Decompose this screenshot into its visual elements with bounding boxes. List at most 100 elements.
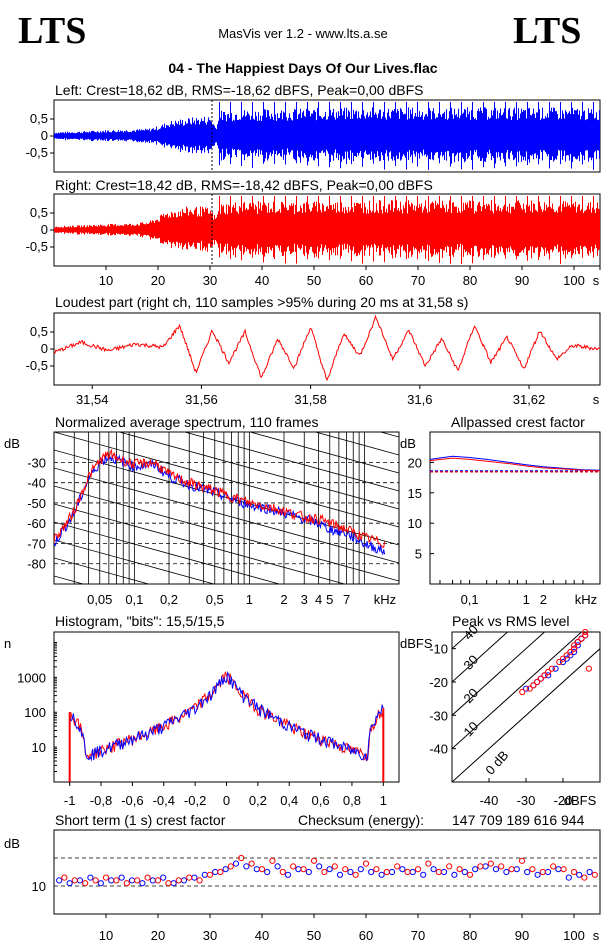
- peak-rms-point-left: [559, 658, 567, 666]
- short-term-point-left: [544, 868, 552, 876]
- peak-rms-point-right: [585, 665, 593, 672]
- short-term-point-right: [258, 866, 266, 873]
- loudest-frame: [53, 312, 601, 386]
- right-wave-title: Right: Crest=18,42 dB, RMS=-18,42 dBFS, …: [55, 177, 433, 193]
- short-term-point-right: [238, 854, 245, 862]
- short-term-point-right: [134, 877, 141, 884]
- short-term-xtick-label: 20: [151, 928, 165, 943]
- short-term-point-left: [565, 874, 572, 881]
- allpass-ytick-label: 20: [408, 455, 422, 470]
- short-term-point-left: [108, 877, 115, 884]
- right_wave-xtick-label: 100: [563, 273, 585, 288]
- short-term-point-left: [76, 877, 84, 884]
- short-term-point-left: [97, 880, 104, 887]
- short-term-point-left: [482, 863, 489, 870]
- allpass-frame: [429, 431, 601, 585]
- right_wave-ytick-label: 0,5: [30, 205, 48, 220]
- short-term-point-right: [227, 863, 234, 870]
- loudest-xtick-label: 31,54: [76, 392, 109, 407]
- spectrum-ytick-label: -60: [27, 516, 46, 531]
- allpass-xtick-label: 2: [540, 592, 547, 607]
- allpass-ytick-label: 5: [415, 547, 422, 562]
- spectrum-slope-line: [117, 432, 399, 510]
- checksum-value: 147 709 189 616 944: [452, 812, 585, 828]
- short-term-point-right: [310, 857, 318, 864]
- short-term-point-left: [336, 871, 344, 878]
- loudest-title: Loudest part (right ch, 110 samples >95%…: [55, 294, 469, 310]
- short-term-point-right: [570, 868, 578, 876]
- spectrum-slope-line: [379, 432, 399, 438]
- short-term-point-left: [128, 877, 136, 884]
- right_wave-xtick-label: 60: [359, 273, 373, 288]
- spectrum-ytick-label: -30: [27, 455, 46, 470]
- short-term-point-left: [274, 863, 281, 870]
- short-term-point-left: [555, 866, 562, 873]
- histogram-xtick-label: -0,8: [90, 793, 112, 808]
- left-wave-title: Left: Crest=18,62 dB, RMS=-18,62 dBFS, P…: [55, 82, 424, 98]
- short-term-point-right: [206, 871, 214, 878]
- short-term-point-left: [430, 866, 437, 873]
- allpass-series-right: [429, 457, 601, 472]
- right_wave-xtick-label: 80: [463, 273, 477, 288]
- histogram-xtick-label: 0,6: [312, 793, 330, 808]
- spectrum-slope-line: [54, 503, 347, 584]
- short-term-point-right: [539, 868, 546, 876]
- short-term-point-right: [175, 877, 182, 884]
- short-term-point-right: [290, 863, 297, 870]
- spectrum-slope-line: [54, 521, 281, 584]
- histogram-xtick-label: -0,2: [184, 793, 206, 808]
- short-term-point-left: [524, 868, 531, 876]
- short-term-xtick-label: 40: [255, 928, 269, 943]
- short-term-point-left: [295, 866, 302, 873]
- short-term-point-left: [534, 871, 541, 878]
- spectrum-slope-line: [54, 539, 216, 584]
- peak-rms-point-right: [563, 652, 570, 659]
- short-term-point-left: [440, 868, 448, 876]
- logo-right: LTS: [513, 10, 582, 52]
- peak-rms-point-right: [548, 665, 556, 672]
- short-term-point-left: [513, 866, 520, 873]
- peak-rms-point-left: [571, 648, 578, 656]
- spectrum-ylabel: dB: [4, 436, 20, 451]
- short-term-point-left: [461, 868, 468, 876]
- short-term-point-right: [217, 868, 224, 876]
- histogram-xtick-label: 0: [223, 793, 230, 808]
- short-term-ylabel: dB: [4, 836, 20, 851]
- peak-rms-point-right: [530, 682, 537, 689]
- short-term-point-left: [243, 863, 250, 870]
- peak-rms-point-right: [574, 638, 581, 646]
- short-term-point-right: [404, 868, 411, 876]
- short-term-point-left: [222, 866, 229, 873]
- short-term-point-left: [316, 863, 323, 870]
- short-term-point-left: [284, 871, 292, 878]
- loudest-signal: [53, 314, 601, 382]
- short-term-xtick-label: s: [593, 928, 600, 943]
- spectrum-ytick-label: -40: [27, 476, 46, 491]
- right_wave-signal: [54, 196, 600, 264]
- short-term-xtick-label: 50: [307, 928, 321, 943]
- peak-rms-crest-label: 0 dB: [482, 748, 511, 778]
- peak-rms-ytick-label: -10: [429, 642, 448, 657]
- allpass-xtick-label: 0,1: [461, 592, 479, 607]
- peak-rms-xtick-label: dBFS: [564, 793, 597, 808]
- left_wave-ytick-label: 0,5: [30, 111, 48, 126]
- short-term-point-right: [123, 880, 130, 887]
- short-term-point-right: [113, 877, 120, 884]
- right_wave-xtick-label: s: [593, 273, 600, 288]
- spectrum-slope-line: [54, 557, 150, 584]
- short-term-point-right: [165, 880, 172, 887]
- short-term-point-left: [232, 860, 240, 867]
- short-term-xtick-label: 70: [411, 928, 425, 943]
- short-term-point-right: [342, 866, 349, 873]
- peak-rms-title: Peak vs RMS level: [452, 613, 570, 629]
- short-term-point-right: [591, 871, 598, 878]
- loudest-xtick-label: 31,58: [294, 392, 327, 407]
- checksum-label: Checksum (energy):: [298, 812, 425, 828]
- allpass-title: Allpassed crest factor: [451, 414, 585, 430]
- histogram-title: Histogram, "bits": 15,5/15,5: [55, 613, 225, 629]
- spectrum-slope-line: [54, 467, 399, 564]
- short-term-point-left: [149, 877, 156, 884]
- peak-rms-crest-label: 40: [460, 622, 481, 643]
- peak-rms-point-right: [559, 655, 567, 662]
- short-term-point-left: [118, 874, 125, 881]
